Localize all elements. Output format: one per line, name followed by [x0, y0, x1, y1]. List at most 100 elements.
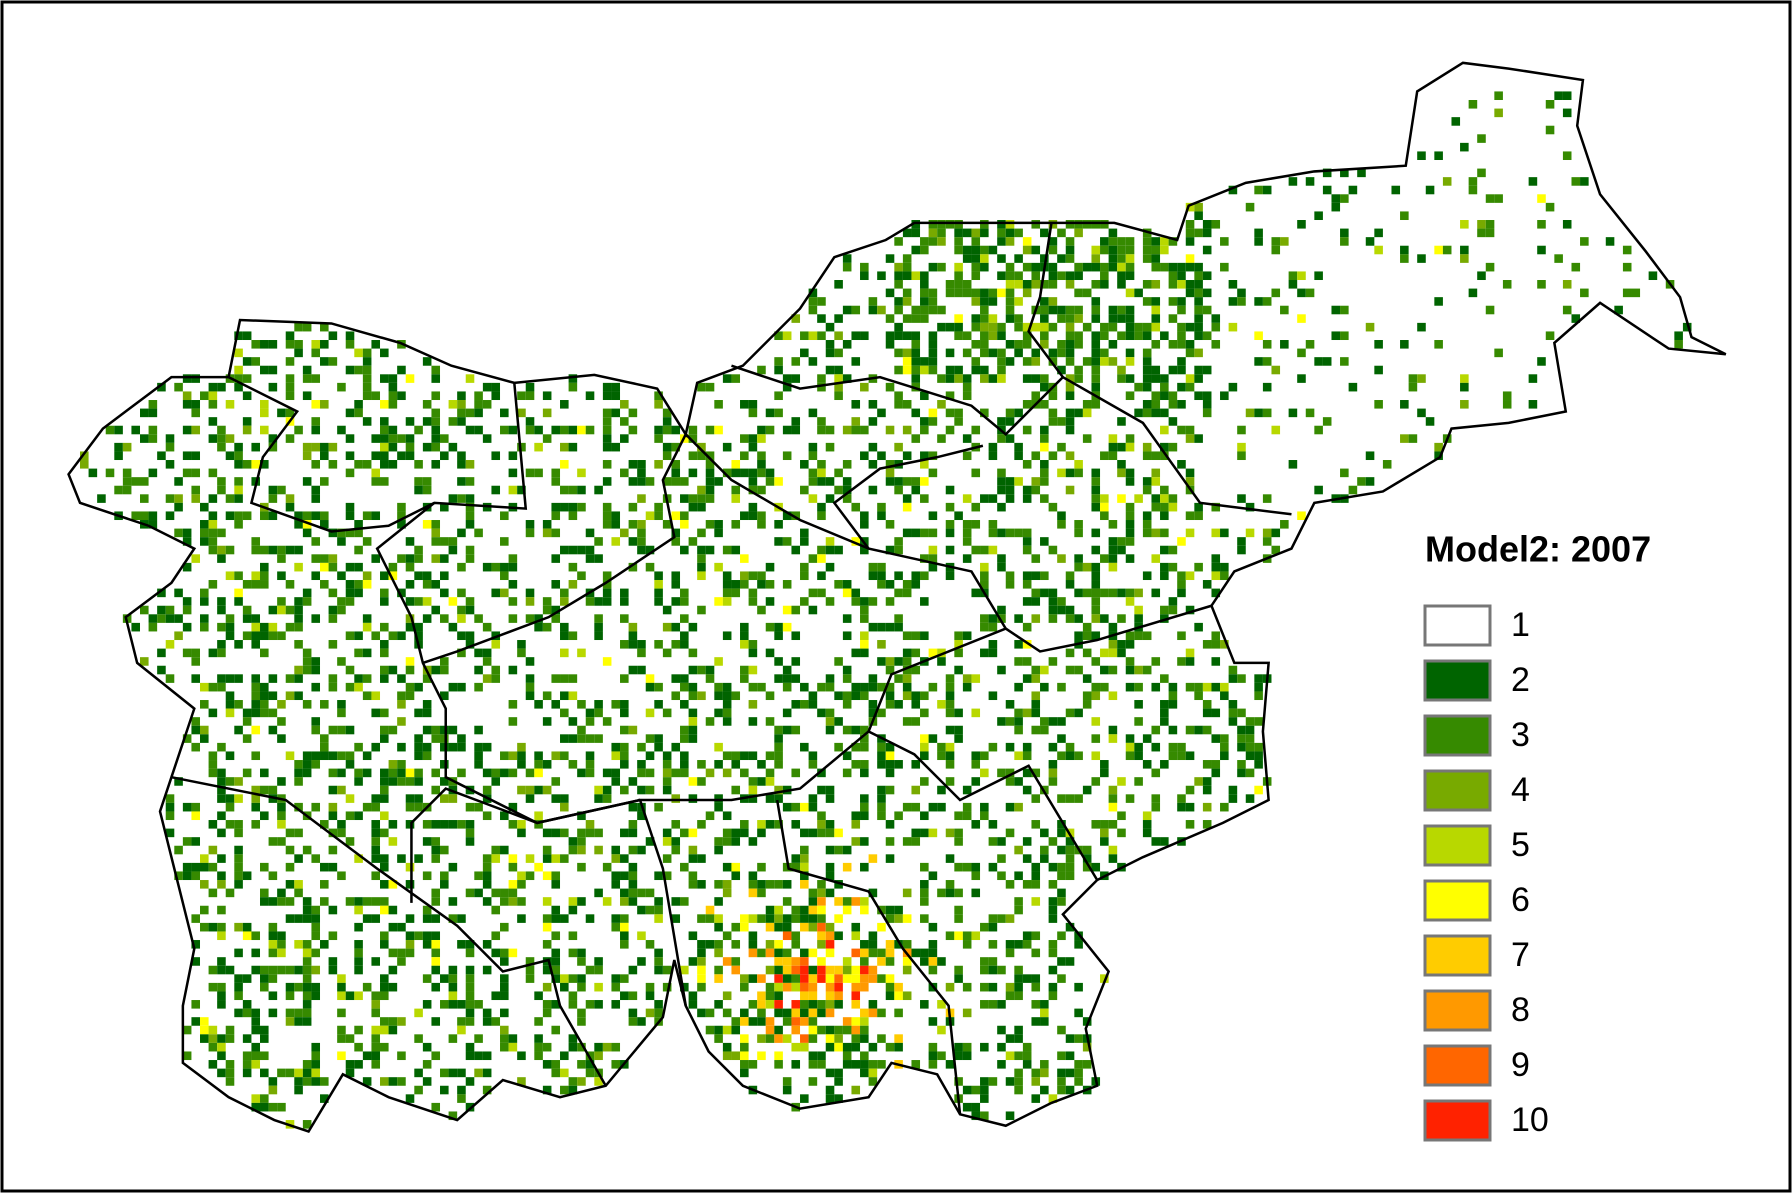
map-cell: [302, 1077, 312, 1086]
map-cell: [765, 1034, 775, 1043]
map-cell: [1211, 631, 1221, 641]
map-cell: [740, 451, 749, 461]
map-cell: [1185, 648, 1195, 658]
map-cell: [860, 982, 869, 992]
map-cell: [1048, 588, 1058, 598]
map-cell: [551, 477, 561, 486]
map-cell: [945, 322, 955, 332]
map-cell: [568, 545, 578, 555]
map-cell: [1117, 237, 1126, 246]
map-cell: [671, 597, 681, 606]
map-cell: [362, 648, 372, 658]
map-cell: [500, 1034, 509, 1043]
map-cell: [654, 511, 663, 521]
map-cell: [962, 931, 972, 941]
map-cell: [1022, 528, 1032, 538]
map-cell: [628, 1017, 638, 1026]
map-cell: [997, 605, 1006, 615]
map-cell: [1202, 682, 1212, 692]
map-cell: [525, 691, 535, 701]
map-cell: [697, 442, 706, 452]
map-cell: [628, 991, 638, 1001]
map-cell: [868, 1068, 878, 1078]
map-cell: [1091, 494, 1101, 503]
map-cell: [1562, 108, 1572, 118]
map-cell: [345, 408, 355, 418]
map-cell: [1245, 768, 1255, 778]
map-cell: [294, 520, 303, 529]
map-cell: [1202, 708, 1212, 718]
map-cell: [817, 1008, 826, 1018]
map-cell: [1400, 254, 1409, 263]
map-cell: [500, 571, 509, 581]
map-cell: [422, 357, 432, 366]
map-cell: [808, 408, 818, 418]
map-cell: [337, 1051, 346, 1061]
map-cell: [1571, 177, 1581, 186]
map-cell: [714, 691, 723, 701]
map-cell: [534, 1034, 543, 1043]
map-cell: [928, 288, 938, 298]
map-cell: [1117, 271, 1126, 281]
map-cell: [431, 837, 441, 846]
map-cell: [242, 1068, 252, 1078]
map-cell: [302, 665, 312, 675]
map-cell: [1340, 168, 1349, 178]
map-cell: [294, 340, 303, 349]
map-cell: [894, 485, 903, 495]
legend-swatch: [1423, 879, 1492, 922]
map-cell: [680, 631, 689, 641]
map-cell: [654, 957, 663, 966]
map-cell: [242, 974, 252, 983]
map-cell: [208, 820, 218, 829]
map-cell: [440, 434, 449, 443]
map-cell: [705, 914, 715, 923]
map-cell: [380, 897, 389, 906]
map-cell: [791, 1060, 801, 1069]
map-cell: [525, 794, 535, 803]
map-cell: [851, 725, 861, 735]
map-cell: [1091, 262, 1101, 272]
map-cell: [1254, 717, 1263, 726]
map-cell: [225, 631, 235, 641]
map-cell: [560, 982, 569, 992]
map-cell: [1108, 622, 1118, 632]
map-cell: [611, 871, 621, 881]
map-cell: [997, 1042, 1006, 1052]
map-cell: [808, 1017, 818, 1026]
map-cell: [191, 408, 201, 418]
map-cell: [585, 914, 595, 923]
map-cell: [688, 734, 698, 743]
map-cell: [654, 640, 663, 649]
map-cell: [954, 734, 963, 743]
map-cell: [757, 485, 766, 495]
map-cell: [971, 871, 981, 881]
map-cell: [928, 682, 938, 692]
map-cell: [217, 794, 226, 803]
map-cell: [500, 537, 509, 546]
map-cell: [311, 1042, 321, 1052]
map-cell: [782, 1085, 792, 1095]
map-cell: [217, 597, 226, 606]
map-cell: [1237, 297, 1246, 306]
map-cell: [748, 974, 758, 983]
map-cell: [671, 837, 681, 846]
map-cell: [980, 322, 989, 332]
map-cell: [1134, 288, 1143, 298]
map-cell: [320, 520, 329, 529]
map-cell: [1031, 451, 1041, 461]
map-cell: [345, 580, 355, 589]
map-cell: [1271, 365, 1281, 375]
map-cell: [885, 545, 895, 555]
map-cell: [988, 322, 998, 332]
map-cell: [1220, 528, 1229, 538]
map-cell: [1142, 280, 1152, 289]
map-cell: [302, 1017, 312, 1026]
map-cell: [1194, 262, 1203, 272]
map-cell: [1117, 648, 1126, 658]
region-border: [638, 730, 870, 1006]
map-cell: [851, 537, 861, 546]
map-cell: [568, 1077, 578, 1086]
map-cell: [457, 1025, 466, 1035]
map-cell: [397, 451, 406, 461]
